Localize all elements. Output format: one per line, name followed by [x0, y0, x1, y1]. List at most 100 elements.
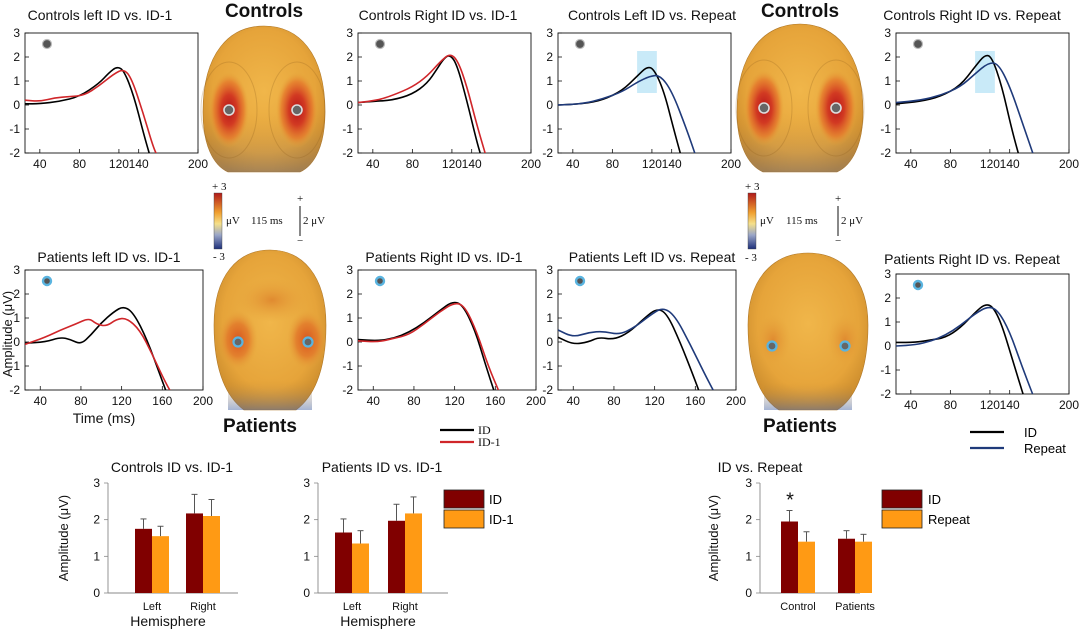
plot-frame	[24, 269, 204, 391]
bar-chart-title: Controls ID vs. ID-1	[111, 459, 233, 475]
scale-time-label: 115 ms	[251, 215, 283, 227]
y-tick-label: -2	[542, 383, 553, 397]
y-tick-label: -1	[342, 359, 353, 373]
series-line-id-1	[25, 69, 157, 153]
y-tick-label: 1	[346, 74, 353, 88]
bar-chart-title: ID vs. Repeat	[718, 459, 803, 475]
y-tick-label: 2	[884, 291, 891, 305]
scale-bottom-label: - 3	[745, 252, 757, 264]
legend-id-vs-repeat-bars: ID Repeat	[881, 489, 970, 529]
y-tick-label: 0	[303, 586, 310, 600]
x-tick-label: 120	[645, 394, 665, 408]
series-line-id	[25, 306, 167, 390]
significance-marker: *	[786, 490, 794, 512]
bar-id-control	[781, 521, 798, 593]
x-tick-label: 120	[112, 394, 132, 408]
y-tick-label: -1	[542, 122, 553, 136]
scale-top-label: + 3	[212, 181, 227, 193]
y-tick-label: 3	[884, 267, 891, 281]
x-tick-label: 120	[642, 157, 662, 171]
scale-minus-label: −	[297, 235, 303, 247]
y-axis-label: Amplitude (μV)	[0, 291, 15, 377]
series-line-repeat	[896, 62, 1034, 153]
y-tick-label: 1	[884, 74, 891, 88]
x-axis-label: Time (ms)	[73, 410, 135, 426]
series-line-repeat	[558, 74, 696, 153]
bar-repeat-control	[798, 541, 815, 593]
y-tick-label: 3	[884, 26, 891, 40]
y-tick-label: 1	[13, 74, 20, 88]
legend-label: ID-1	[489, 512, 514, 527]
category-label: Control	[780, 601, 815, 613]
scalp-map-patients-right	[747, 252, 869, 411]
series-line-repeat	[558, 308, 715, 390]
x-tick-label: 80	[944, 157, 958, 171]
y-tick-label: 0	[546, 98, 553, 112]
x-tick-label: 40	[904, 398, 918, 412]
y-tick-label: -2	[880, 387, 891, 401]
x-tick-label: 40	[566, 157, 580, 171]
electrode-marker	[223, 104, 235, 116]
waveform-panel-2: Controls Right ID vs. ID-1 3 2 1 0 -1 -2 40 80 12…	[342, 7, 541, 171]
series-line-id	[558, 66, 682, 153]
x-tick-label: 140	[662, 157, 682, 171]
x-tick-label: 140	[1000, 157, 1020, 171]
bar-id-1-right	[203, 516, 220, 593]
color-scale-right: + 3 - 3 μV 115 ms + − 2 μV	[745, 181, 863, 264]
color-scale-left: + 3 - 3 μV 115 ms + − 2 μV	[212, 181, 325, 263]
y-tick-label: 2	[13, 287, 20, 301]
series-line-id	[896, 304, 1024, 394]
electrode-marker	[291, 104, 303, 116]
waveform-panel-6: Patients Right ID vs. ID-1 3 2 1 0 -1 -2 40 80 12…	[342, 249, 546, 408]
legend-label: ID	[478, 423, 491, 437]
scale-top-label: + 3	[745, 181, 760, 193]
x-tick-label: 120	[109, 157, 129, 171]
x-tick-label: 120	[442, 157, 462, 171]
electrode-marker	[912, 279, 924, 291]
y-tick-label: 1	[303, 549, 310, 563]
x-tick-label: 40	[34, 394, 48, 408]
scale-unit-label: μV	[226, 215, 240, 227]
plot-frame	[357, 269, 537, 391]
bar-id-right	[186, 513, 203, 593]
y-tick-label: 2	[884, 50, 891, 64]
x-tick-label: 140	[129, 157, 149, 171]
x-tick-label: 140	[1000, 398, 1020, 412]
legend-label: Repeat	[928, 512, 970, 527]
y-axis-label: Amplitude (μV)	[56, 495, 71, 581]
x-tick-label: 140	[462, 157, 482, 171]
series-line-id-1	[358, 302, 500, 390]
y-tick-label: 2	[303, 513, 310, 527]
y-tick-label: 3	[13, 26, 20, 40]
y-tick-label: 2	[93, 513, 100, 527]
electrode-marker	[41, 38, 53, 50]
scalp-map-controls-right	[735, 23, 865, 173]
x-tick-label: 40	[367, 394, 381, 408]
y-tick-label: -2	[9, 146, 20, 160]
highlight-window	[637, 51, 657, 93]
electrode-marker	[374, 275, 386, 287]
patients-heading-left: Patients	[223, 416, 297, 437]
y-tick-label: 2	[13, 50, 20, 64]
x-tick-label: 40	[904, 157, 918, 171]
y-tick-label: 1	[745, 549, 752, 563]
legend-label: Repeat	[1024, 441, 1066, 456]
x-tick-label: 40	[567, 394, 581, 408]
plot-frame	[24, 32, 199, 154]
electrode-marker	[830, 102, 842, 114]
category-label: Left	[143, 601, 161, 613]
x-tick-label: 80	[606, 157, 620, 171]
y-tick-label: 3	[346, 263, 353, 277]
electrode-marker	[766, 340, 778, 352]
y-tick-label: -2	[542, 146, 553, 160]
bar-chart-3: ID vs. Repeat 0 1 2 3 Amplitude (μV) Control Pa…	[706, 459, 875, 613]
y-tick-label: -1	[880, 122, 891, 136]
waveform-panel-1: Controls left ID vs. ID-1 3 2 1 0 -1 -2 40 80 120…	[9, 7, 208, 171]
x-tick-label: 200	[193, 394, 213, 408]
y-tick-label: 2	[346, 287, 353, 301]
scale-time-label: 115 ms	[786, 215, 818, 227]
x-tick-label: 40	[366, 157, 380, 171]
x-tick-label: 80	[407, 394, 421, 408]
x-tick-label: 200	[526, 394, 546, 408]
